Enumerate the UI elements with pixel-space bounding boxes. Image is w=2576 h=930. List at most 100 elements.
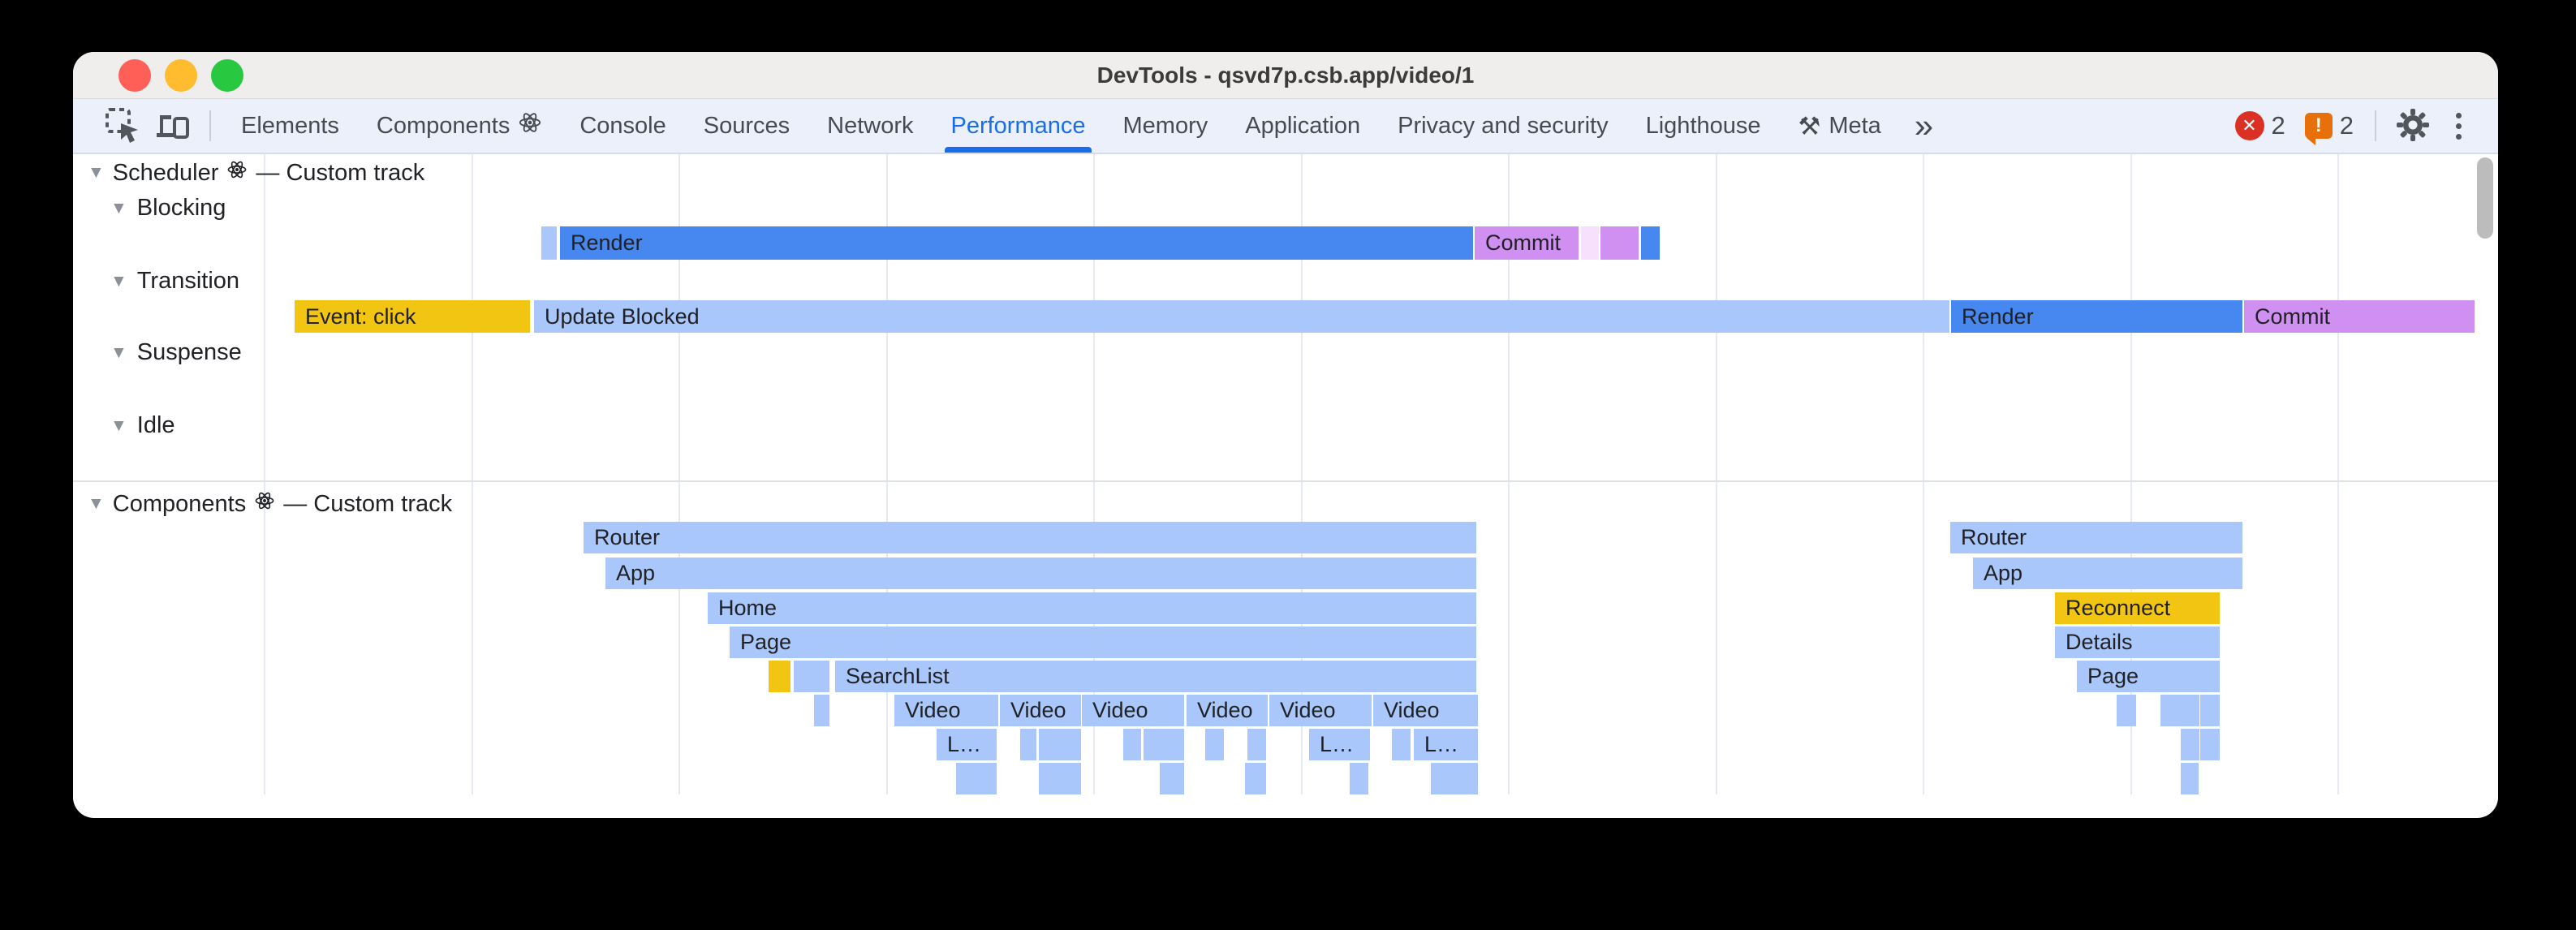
tab-label: Console	[579, 112, 666, 139]
console-error-badge[interactable]: ✕ 2	[2234, 111, 2285, 140]
tab-meta[interactable]: ⚒ Meta	[1780, 99, 1900, 153]
flame-bar-commit[interactable]: Commit	[1475, 226, 1579, 260]
flame-bar-video[interactable]: Video	[1373, 695, 1478, 726]
flame-bar-router[interactable]: Router	[584, 522, 1476, 553]
collapse-triangle-icon[interactable]: ▼	[110, 415, 127, 435]
flame-bar[interactable]	[1205, 729, 1224, 760]
more-tabs-button[interactable]: »	[1900, 101, 1948, 150]
flame-bar-l[interactable]: L…	[1309, 729, 1370, 760]
titlebar[interactable]: DevTools - qsvd7p.csb.app/video/1	[73, 52, 2498, 99]
flame-bar-details[interactable]: Details	[2055, 626, 2220, 658]
flame-bar-video[interactable]: Video	[1187, 695, 1268, 726]
flame-bar[interactable]	[1247, 729, 1266, 760]
timeline-gridline	[2130, 154, 2132, 794]
react-atom-icon	[518, 110, 542, 141]
flame-bar-video[interactable]: Video	[1000, 695, 1081, 726]
flame-bar-reconnect[interactable]: Reconnect	[2055, 592, 2220, 624]
flame-bar[interactable]	[541, 226, 557, 260]
flame-bar-page[interactable]: Page	[730, 626, 1476, 658]
flame-bar-commit[interactable]: Commit	[2244, 300, 2475, 333]
lane-label-transition[interactable]: ▼ Transition	[110, 268, 239, 295]
flame-bar[interactable]	[2200, 695, 2220, 726]
tab-privacy-and-security[interactable]: Privacy and security	[1379, 99, 1627, 153]
tab-sources[interactable]: Sources	[685, 99, 808, 153]
flame-bar-render[interactable]: Render	[1951, 300, 2242, 333]
timeline-gridline	[1093, 154, 1095, 794]
flame-bar[interactable]	[1641, 226, 1660, 260]
device-toolbar-button[interactable]	[148, 103, 198, 149]
flame-bar-update-blocked[interactable]: Update Blocked	[534, 300, 1949, 333]
flame-bar-l[interactable]: L…	[937, 729, 997, 760]
flame-bar[interactable]	[1392, 729, 1411, 760]
flame-bar-l[interactable]: L…	[1414, 729, 1478, 760]
tab-memory[interactable]: Memory	[1105, 99, 1227, 153]
flame-bar-video[interactable]: Video	[894, 695, 998, 726]
tab-application[interactable]: Application	[1226, 99, 1379, 153]
warning-icon: !	[2304, 113, 2333, 145]
lane-label-suspense[interactable]: ▼ Suspense	[110, 339, 242, 366]
collapse-triangle-icon[interactable]: ▼	[88, 494, 105, 513]
tab-elements[interactable]: Elements	[222, 99, 358, 153]
collapse-triangle-icon[interactable]: ▼	[88, 163, 105, 182]
tab-network[interactable]: Network	[808, 99, 932, 153]
flame-bar[interactable]	[2181, 729, 2199, 760]
timeline-gridline	[1508, 154, 1510, 794]
flame-bar-router[interactable]: Router	[1950, 522, 2242, 553]
close-window-button[interactable]	[118, 59, 151, 92]
collapse-triangle-icon[interactable]: ▼	[110, 198, 127, 217]
flame-bar[interactable]	[1600, 226, 1639, 260]
flame-bar-label: Page	[740, 630, 792, 654]
flame-bar-video[interactable]: Video	[1082, 695, 1184, 726]
flame-bar[interactable]	[1581, 226, 1599, 260]
lane-label-idle[interactable]: ▼ Idle	[110, 412, 175, 439]
inspect-element-button[interactable]	[97, 103, 148, 149]
zoom-window-button[interactable]	[211, 59, 243, 92]
track-header-components[interactable]: ▼ Components — Custom track	[88, 490, 452, 518]
flame-bar[interactable]	[769, 661, 790, 692]
flame-bar-video[interactable]: Video	[1269, 695, 1372, 726]
lane-label-blocking[interactable]: ▼ Blocking	[110, 195, 226, 222]
flame-bar[interactable]	[1020, 729, 1036, 760]
error-icon: ✕	[2234, 111, 2264, 140]
kebab-menu-icon	[2455, 112, 2462, 140]
flame-bar[interactable]	[794, 661, 829, 692]
flame-bar-event-click[interactable]: Event: click	[295, 300, 530, 333]
flame-bar[interactable]	[1245, 763, 1266, 794]
devtools-toolbar: Elements Components Console Sources Network…	[73, 99, 2498, 154]
tab-performance[interactable]: Performance	[932, 99, 1104, 153]
flame-bar[interactable]	[2117, 695, 2136, 726]
settings-button[interactable]	[2388, 103, 2438, 149]
flame-bar-render[interactable]: Render	[560, 226, 1473, 260]
collapse-triangle-icon[interactable]: ▼	[110, 342, 127, 362]
flame-bar[interactable]	[1039, 763, 1081, 794]
flame-bar-searchlist[interactable]: SearchList	[835, 661, 1476, 692]
gear-icon	[2395, 107, 2431, 145]
flame-bar-home[interactable]: Home	[708, 592, 1476, 624]
flame-bar[interactable]	[1160, 763, 1184, 794]
lane-label: Idle	[136, 412, 175, 438]
tab-components[interactable]: Components	[358, 99, 561, 153]
minimize-window-button[interactable]	[165, 59, 197, 92]
flame-bar[interactable]	[1350, 763, 1368, 794]
flame-bar[interactable]	[2200, 729, 2220, 760]
flame-bar[interactable]	[1144, 729, 1184, 760]
flame-bar-page[interactable]: Page	[2077, 661, 2220, 692]
customize-devtools-button[interactable]	[2438, 103, 2479, 149]
flame-bar[interactable]	[1431, 763, 1478, 794]
flame-bar[interactable]	[956, 763, 997, 794]
flame-bar-app[interactable]: App	[1973, 558, 2242, 589]
tab-console[interactable]: Console	[561, 99, 684, 153]
flame-bar[interactable]	[1123, 729, 1141, 760]
flame-bar-app[interactable]: App	[605, 558, 1476, 589]
console-warning-badge[interactable]: ! 2	[2304, 111, 2354, 145]
collapse-triangle-icon[interactable]: ▼	[110, 271, 127, 291]
track-header-scheduler[interactable]: ▼ Scheduler — Custom track	[88, 159, 424, 187]
flame-bar[interactable]	[2160, 695, 2199, 726]
flame-bar[interactable]	[2181, 763, 2199, 794]
flame-bar[interactable]	[1039, 729, 1081, 760]
flame-bar[interactable]	[814, 695, 829, 726]
tab-lighthouse[interactable]: Lighthouse	[1627, 99, 1780, 153]
flame-bar-label: Video	[1092, 698, 1148, 722]
vertical-scrollbar-thumb[interactable]	[2477, 157, 2493, 239]
